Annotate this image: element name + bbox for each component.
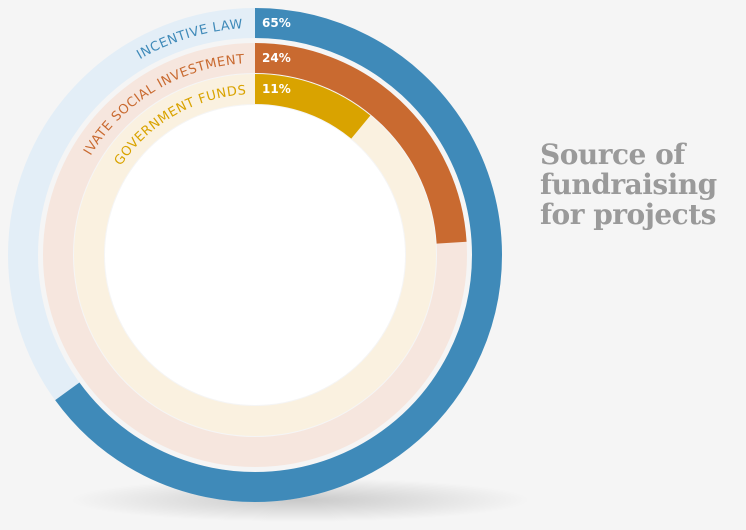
chart-title-line-2: fundraising (540, 168, 717, 201)
value-label-private-social-investment: 24% (262, 51, 291, 65)
value-label-incentive-law: 65% (262, 16, 291, 30)
rings-group (8, 8, 502, 502)
chart-title-line-1: Source of (540, 138, 685, 171)
inner-disc (105, 105, 405, 405)
ring-bar-incentive-law (55, 8, 502, 502)
ring-bar-government-funds (254, 74, 371, 139)
value-label-government-funds: 11% (262, 82, 291, 96)
chart-title-line-3: for projects (540, 198, 716, 231)
ring-bar-private-social-investment (254, 43, 467, 244)
chart-title: Source of fundraising for projects (540, 140, 746, 230)
